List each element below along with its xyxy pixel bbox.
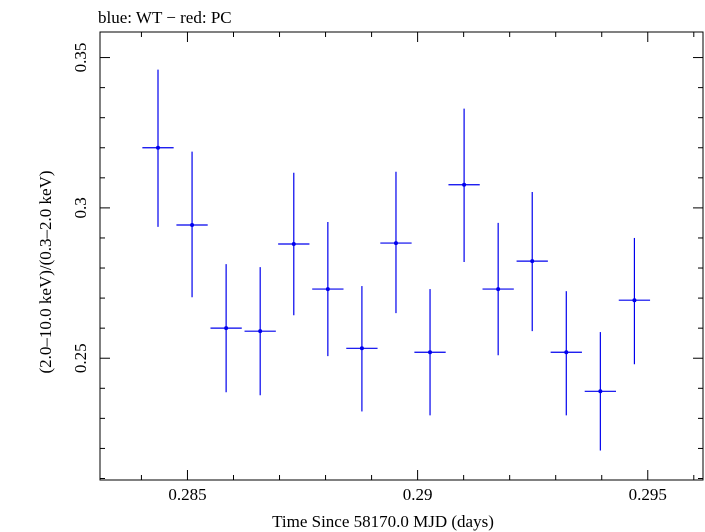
point-marker [530, 259, 535, 264]
x-tick-label: 0.29 [403, 485, 433, 504]
point-marker [155, 145, 160, 150]
point-marker [224, 326, 229, 331]
data-point [244, 267, 276, 396]
plot-frame [99, 31, 704, 481]
point-marker [598, 389, 603, 394]
point-marker [564, 350, 569, 355]
data-point [312, 222, 344, 357]
point-marker [258, 329, 263, 334]
point-marker [462, 182, 467, 187]
axis-ticks [100, 32, 703, 480]
x-axis-label: Time Since 58170.0 MJD (days) [272, 512, 494, 531]
point-marker [428, 350, 433, 355]
data-point [210, 264, 242, 393]
y-tick-label: 0.3 [71, 197, 90, 218]
point-marker [393, 241, 398, 246]
data-point [448, 108, 480, 263]
data-point [380, 171, 412, 314]
point-marker [190, 223, 195, 228]
point-marker [291, 241, 296, 246]
x-tick-label: 0.285 [168, 485, 206, 504]
data-point [414, 289, 446, 416]
chart-title: blue: WT − red: PC [98, 8, 232, 27]
data-point [346, 286, 378, 412]
data-points [142, 69, 651, 451]
data-point [550, 291, 582, 416]
y-axis-label: (2.0–10.0 keV)/(0.3–2.0 keV) [36, 170, 55, 373]
y-tick-label: 0.35 [71, 43, 90, 73]
point-marker [632, 298, 637, 303]
tick-labels: 0.285 0.29 0.295 0.25 0.3 0.35 [71, 43, 667, 504]
data-point [482, 222, 514, 356]
point-marker [496, 287, 501, 292]
point-marker [325, 287, 330, 292]
data-point [142, 69, 174, 227]
data-point [278, 172, 310, 316]
data-point [176, 151, 208, 298]
point-marker [359, 346, 364, 351]
x-tick-label: 0.295 [629, 485, 667, 504]
y-tick-label: 0.25 [71, 343, 90, 373]
data-point [584, 332, 617, 451]
data-point [618, 237, 651, 365]
data-point [516, 191, 548, 332]
